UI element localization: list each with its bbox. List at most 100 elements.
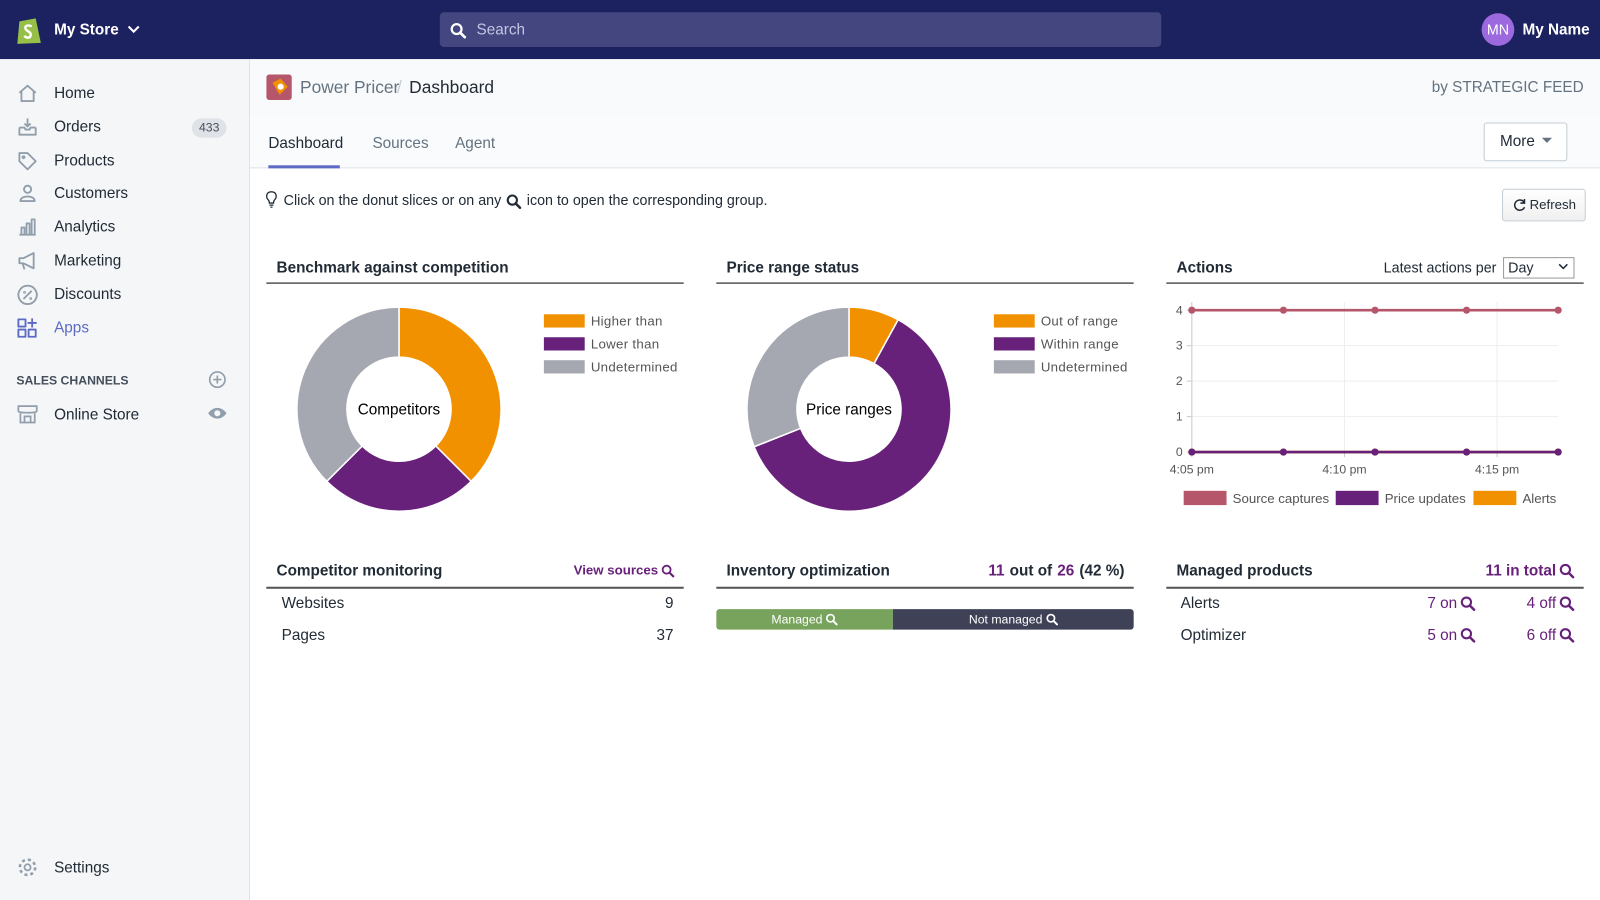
- nav-item[interactable]: Home: [54, 84, 95, 103]
- y-tick-label: 2: [1176, 374, 1183, 388]
- refresh-button[interactable]: [1502, 188, 1586, 222]
- nav-item[interactable]: Settings: [54, 859, 110, 877]
- icon-part: [1045, 613, 1055, 623]
- series-point: [1188, 306, 1196, 314]
- icon-part: [832, 619, 838, 626]
- panel-title: Competitor monitoring: [276, 562, 443, 580]
- search-box[interactable]: [439, 12, 1162, 47]
- legend-swatch: [993, 337, 1035, 351]
- series-point: [1554, 448, 1562, 456]
- legend-label: Lower than: [591, 336, 660, 351]
- legend-label: Price updates: [1385, 491, 1466, 506]
- donut-slice[interactable]: [753, 318, 952, 512]
- search-icon: [1559, 628, 1575, 643]
- shop-logo: [17, 18, 41, 44]
- icon-part: [1514, 198, 1526, 211]
- y-tick-label: 1: [1176, 410, 1183, 424]
- tab[interactable]: Dashboard: [268, 134, 344, 153]
- user-name[interactable]: My Name: [1522, 21, 1590, 39]
- nav-item[interactable]: Orders: [54, 118, 101, 136]
- row-value: 37: [656, 626, 674, 644]
- period-select[interactable]: [1503, 257, 1575, 279]
- link-icon[interactable]: [1460, 595, 1476, 613]
- nav-icon-svg: [18, 118, 37, 136]
- search-icon: [450, 22, 467, 39]
- icon-part: [826, 613, 836, 623]
- nav-item[interactable]: Online Store: [54, 406, 140, 424]
- icon-part: [458, 31, 467, 39]
- search-icon: [1559, 596, 1575, 612]
- legend-swatch: [543, 337, 585, 351]
- inventory-segment[interactable]: Managed: [716, 609, 893, 630]
- nav-item[interactable]: Discounts: [54, 285, 122, 303]
- caret: [1541, 137, 1553, 143]
- breadcrumb-app[interactable]: Power Pricer: [299, 77, 400, 97]
- donut-slice[interactable]: [325, 444, 473, 512]
- nav-icon-svg: [18, 252, 35, 270]
- icon-part: [23, 863, 32, 872]
- link-icon[interactable]: [1460, 627, 1476, 645]
- icon-part: [1460, 596, 1473, 609]
- nav-icon: [16, 250, 38, 278]
- nav-item[interactable]: Customers: [54, 185, 129, 203]
- series-point: [1463, 448, 1471, 456]
- link-icon[interactable]: [1559, 595, 1575, 613]
- y-tick-label: 4: [1176, 303, 1183, 317]
- store-chevron[interactable]: [127, 24, 141, 34]
- avatar[interactable]: MN: [1481, 13, 1515, 46]
- icon-part: [661, 565, 672, 575]
- panel-link[interactable]: View sources: [573, 562, 659, 578]
- tab[interactable]: Agent: [455, 134, 496, 153]
- link-icon[interactable]: [1559, 562, 1575, 580]
- nav-item[interactable]: Marketing: [54, 252, 122, 270]
- legend-label: Higher than: [591, 314, 663, 329]
- more-button[interactable]: [1483, 122, 1568, 162]
- row-label: Optimizer: [1180, 626, 1247, 644]
- segment-label: Not managed: [968, 612, 1043, 627]
- icon-part: [1468, 604, 1476, 612]
- nav-item[interactable]: Products: [54, 151, 115, 169]
- icon-part: [18, 118, 37, 136]
- icon-part: [265, 191, 277, 208]
- row-link[interactable]: 6 off: [1526, 626, 1557, 644]
- panel-link[interactable]: 11 in total: [1485, 562, 1557, 580]
- row-link[interactable]: 7 on: [1427, 594, 1458, 613]
- donut-slice[interactable]: [398, 306, 502, 483]
- series-point: [1371, 306, 1379, 314]
- row-label: Pages: [281, 626, 326, 644]
- icon-part: [668, 571, 675, 578]
- series-point: [1279, 448, 1287, 456]
- icon-part: [18, 84, 37, 102]
- icon-part: [19, 218, 36, 236]
- icon-part: [19, 185, 36, 203]
- summary-part: (42 %): [1079, 562, 1125, 580]
- link-icon[interactable]: [661, 562, 675, 580]
- panel-title: Actions: [1177, 259, 1233, 276]
- legend-label: Out of range: [1041, 314, 1118, 329]
- period-option: Day: [1508, 259, 1534, 276]
- store-name[interactable]: My Store: [54, 21, 119, 39]
- view-store[interactable]: [207, 406, 227, 420]
- link-icon[interactable]: [1559, 627, 1575, 645]
- hint-text: icon to open the corresponding group.: [526, 192, 768, 209]
- panel-rule: [266, 586, 684, 589]
- donut-slice[interactable]: [746, 306, 850, 448]
- icon-part: [18, 252, 35, 270]
- nav-icon-svg: [18, 84, 37, 102]
- row-label: Alerts: [1180, 594, 1220, 613]
- nav-item[interactable]: Apps: [54, 318, 89, 337]
- tab[interactable]: Sources: [372, 134, 429, 153]
- refresh-icon: [1514, 198, 1526, 211]
- row-link[interactable]: 5 on: [1427, 626, 1458, 644]
- x-tick-label: 4:05 pm: [1170, 462, 1214, 476]
- nav-item[interactable]: Analytics: [54, 218, 116, 236]
- app-logo: [266, 74, 292, 100]
- inventory-segment[interactable]: Not managed: [892, 609, 1134, 630]
- donut-slice[interactable]: [296, 306, 400, 483]
- row-link[interactable]: 4 off: [1526, 594, 1557, 613]
- add-channel[interactable]: [208, 370, 226, 389]
- search-icon: [506, 194, 522, 209]
- bulb-icon: [265, 191, 277, 208]
